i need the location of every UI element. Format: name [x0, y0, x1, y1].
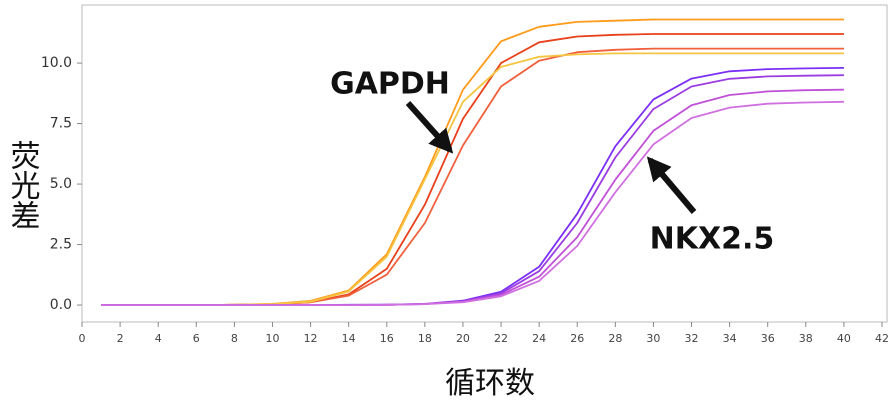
x-tick-label: 18 — [418, 332, 432, 345]
x-tick-label: 34 — [723, 332, 737, 345]
x-tick-label: 26 — [570, 332, 584, 345]
y-tick-label: 5.0 — [50, 176, 72, 192]
series-line — [101, 100, 844, 307]
y-tick-label: 7.5 — [50, 116, 72, 132]
x-tick-label: 20 — [456, 332, 470, 345]
x-tick-label: 42 — [875, 332, 889, 345]
annotation: GAPDH — [330, 67, 450, 102]
x-tick-label: 4 — [155, 332, 162, 345]
x-tick-label: 6 — [193, 332, 200, 345]
y-axis-label: 荧光差 — [5, 140, 40, 230]
y-tick-label: 10.0 — [41, 55, 72, 71]
plot-area — [101, 18, 844, 307]
x-tick-label: 0 — [79, 332, 86, 345]
arrow — [646, 156, 697, 214]
x-tick-label: 14 — [342, 332, 356, 345]
x-tick-label: 28 — [608, 332, 622, 345]
x-tick-label: 2 — [117, 332, 124, 345]
x-tick-label: 8 — [231, 332, 238, 345]
annotation: NKX2.5 — [650, 222, 775, 257]
x-tick-label: 36 — [761, 332, 775, 345]
plot-frame — [81, 4, 888, 323]
x-tick-label: 16 — [380, 332, 394, 345]
x-tick-label: 12 — [304, 332, 318, 345]
x-tick-label: 40 — [837, 332, 851, 345]
y-tick-label: 0.0 — [50, 297, 72, 313]
x-tick-label: 24 — [532, 332, 546, 345]
x-tick-label: 30 — [646, 332, 660, 345]
y-tick-label: 2.5 — [50, 237, 72, 253]
x-tick-label: 32 — [685, 332, 699, 345]
x-tick-label: 10 — [265, 332, 279, 345]
x-axis-label: 循环数 — [445, 366, 535, 401]
arrow — [405, 101, 454, 154]
x-tick-label: 22 — [494, 332, 508, 345]
x-tick-label: 38 — [799, 332, 813, 345]
